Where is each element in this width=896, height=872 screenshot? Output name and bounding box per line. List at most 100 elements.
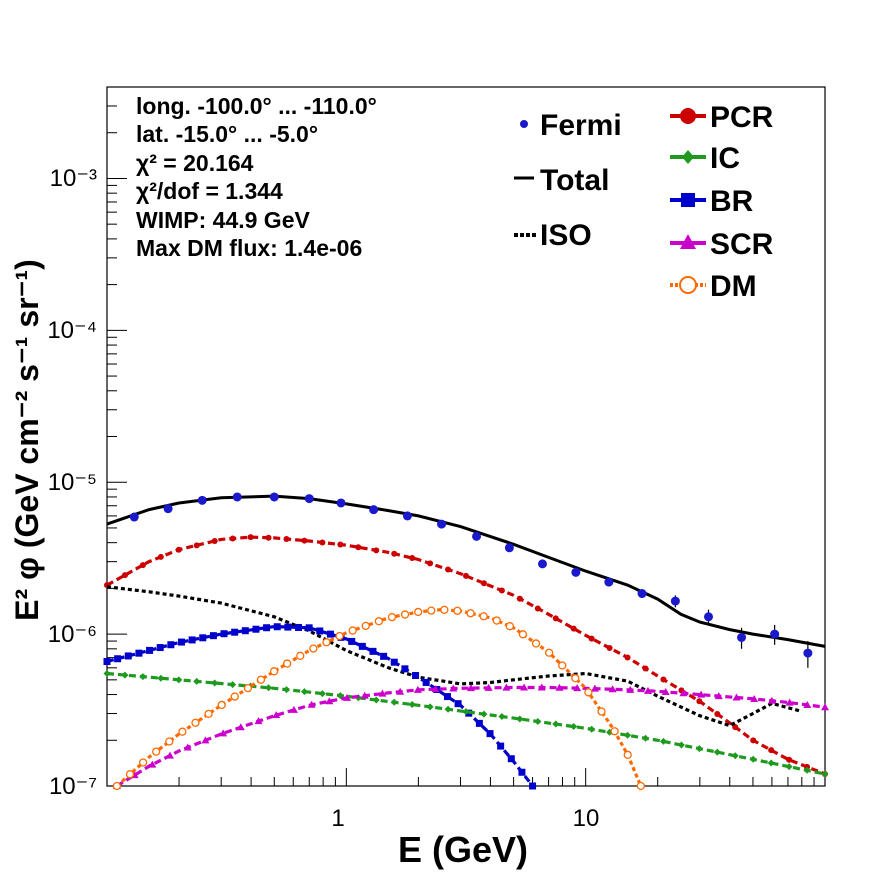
fermi-points (129, 492, 813, 668)
plot-frame (106, 86, 826, 787)
series-point-dm (217, 700, 226, 710)
series-point-ic (677, 741, 685, 749)
legend-scr-marker (680, 234, 696, 249)
series-point-pcr (409, 555, 416, 562)
fermi-point (604, 577, 614, 587)
series-point-br (369, 647, 377, 655)
series-point-pcr (193, 542, 200, 549)
x-tick-label-1: 1 (331, 805, 344, 832)
fermi-point (770, 629, 780, 639)
series-point-pcr (121, 572, 128, 579)
series-point-dm (387, 612, 397, 622)
series-point-pcr (139, 562, 146, 569)
series-point-ic (516, 715, 524, 723)
fermi-point (197, 495, 207, 505)
legend-fermi-label: Fermi (540, 109, 622, 142)
series-point-dm (610, 727, 619, 736)
x-axis-label: E (GeV) (398, 829, 528, 870)
series-point-ic (552, 720, 560, 728)
series-point-scr (520, 683, 529, 691)
series-point-ic (821, 770, 829, 778)
series-point-br (273, 623, 281, 631)
series-point-scr (821, 703, 829, 711)
series-point-pcr (768, 747, 775, 754)
series-point-ic (588, 725, 596, 733)
series-point-dm (152, 747, 161, 756)
series-point-scr (360, 691, 369, 699)
series-point-dm (335, 631, 344, 641)
series-line-iso (106, 585, 803, 728)
series-point-dm (571, 674, 580, 683)
series-point-scr (537, 683, 546, 691)
series-point-br (241, 627, 249, 635)
series-point-br (103, 658, 111, 666)
series-point-pcr (480, 580, 487, 587)
series-point-pcr (283, 535, 290, 542)
series-point-pcr (265, 534, 272, 541)
series-point-ic (624, 731, 632, 739)
series-point-pcr (516, 595, 523, 602)
series-point-scr (201, 736, 210, 744)
series-point-scr (643, 686, 652, 694)
series-point-dm (283, 659, 292, 668)
legend-scr-label: SCR (710, 228, 774, 261)
y-tick-label-1e-6: 10⁻⁶ (48, 621, 97, 648)
series-point-dm (138, 758, 148, 767)
series-point-br (252, 625, 260, 633)
series-point-pcr (714, 711, 721, 718)
series-point-dm (492, 616, 501, 625)
series-point-dm (204, 709, 213, 719)
series-point-br (529, 782, 537, 790)
series-point-pcr (445, 566, 452, 573)
fermi-point (504, 543, 514, 553)
series-point-pcr (732, 724, 739, 731)
series-point-scr (785, 698, 794, 706)
series-point-pcr (301, 537, 308, 544)
series-point-dm (453, 606, 462, 615)
series-point-scr (289, 705, 298, 713)
series-point-scr (679, 689, 688, 697)
series-point-dm (256, 675, 266, 684)
x-tick-label-10: 10 (573, 805, 600, 832)
fermi-point (163, 504, 173, 514)
series-point-ic (175, 676, 183, 684)
series-point-ic (318, 690, 326, 698)
series-point-scr (183, 743, 192, 751)
series-point-scr (148, 760, 157, 768)
info-chi2: χ² = 20.164 (136, 150, 254, 176)
series-point-scr (502, 683, 511, 691)
series-point-pcr (570, 625, 577, 632)
series-point-pcr (552, 615, 559, 622)
series-point-pcr (229, 535, 236, 542)
y-tick-label-1e-4: 10⁻⁴ (47, 317, 97, 344)
series-point-br (422, 678, 430, 686)
series-point-br (231, 628, 239, 636)
series-point-pcr (373, 547, 380, 554)
series-point-br (146, 646, 154, 654)
fermi-point (336, 498, 346, 508)
series-point-pcr (642, 665, 649, 672)
series-point-ic (408, 700, 416, 708)
legend-dm-marker (679, 276, 697, 294)
series-point-ic (570, 723, 578, 731)
series-point-dm (466, 609, 475, 618)
series-point-dm (112, 781, 122, 791)
fermi-point (737, 632, 747, 642)
info-longitude: long. -100.0° ... -110.0° (136, 93, 377, 119)
series-point-ic (713, 748, 721, 756)
series-point-br (475, 719, 483, 727)
series-point-br (358, 642, 366, 650)
series-point-ic (803, 766, 811, 774)
series-point-ic (193, 677, 201, 685)
series-point-scr (431, 685, 440, 693)
series-point-dm (558, 661, 567, 670)
series-point-scr (573, 684, 582, 692)
fermi-point (437, 519, 447, 529)
series-point-pcr (157, 553, 164, 560)
series-point-br (284, 623, 292, 631)
series-point-dm (623, 750, 632, 759)
series-point-dm (125, 770, 135, 779)
series-point-ic (695, 745, 703, 753)
series-point-br (199, 634, 207, 642)
series-point-pcr (588, 635, 595, 642)
